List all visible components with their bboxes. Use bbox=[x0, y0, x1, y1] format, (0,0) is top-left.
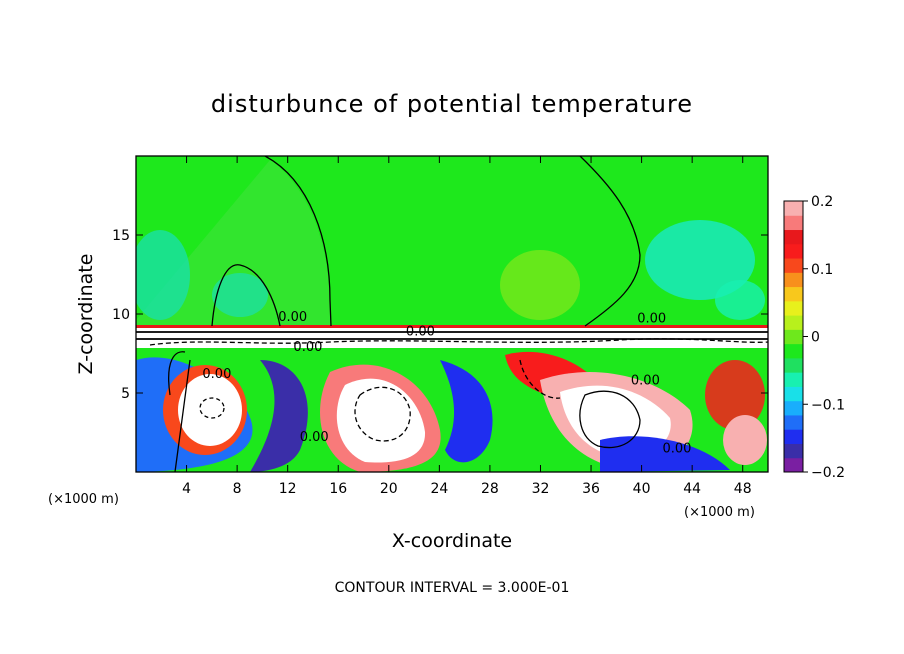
contour-label: 0.00 bbox=[202, 367, 231, 382]
x-axis-unit-right: (×1000 m) bbox=[684, 505, 755, 520]
colorbar-swatch bbox=[784, 315, 803, 330]
upper-field-patch bbox=[212, 273, 268, 317]
contour-interval-note: CONTOUR INTERVAL = 3.000E-01 bbox=[335, 580, 570, 596]
x-tick-label: 48 bbox=[734, 481, 752, 497]
x-axis-unit-left: (×1000 m) bbox=[48, 492, 119, 507]
colorbar-swatch bbox=[784, 215, 803, 231]
colorbar-swatch bbox=[784, 329, 803, 345]
colorbar-swatch bbox=[784, 372, 803, 387]
contour-line bbox=[519, 359, 561, 399]
contour-line bbox=[579, 390, 641, 449]
chart-title: disturbunce of potential temperature bbox=[211, 90, 693, 118]
x-tick-label: 36 bbox=[582, 481, 600, 497]
x-tick-label: 28 bbox=[481, 481, 499, 497]
x-tick-label: 20 bbox=[380, 481, 398, 497]
contour-label: 0.00 bbox=[637, 312, 666, 327]
colorbar-tick-label: −0.1 bbox=[811, 397, 845, 413]
contour-label: 0.00 bbox=[631, 373, 660, 388]
x-tick-label: 44 bbox=[683, 481, 701, 497]
colorbar-tick-label: 0.2 bbox=[811, 194, 833, 210]
lower-field-eddy bbox=[440, 360, 493, 463]
colorbar-swatch bbox=[784, 443, 803, 459]
contour-line bbox=[264, 156, 332, 327]
colorbar-swatch bbox=[784, 400, 803, 416]
colorbar-tick-label: 0 bbox=[811, 330, 820, 346]
x-tick-label: 32 bbox=[532, 481, 550, 497]
colorbar-swatch bbox=[784, 429, 803, 444]
colorbar-swatch bbox=[784, 357, 803, 373]
colorbar: 0.2 0.1 0 −0.1 −0.2 bbox=[783, 194, 845, 481]
colorbar-swatch bbox=[784, 272, 803, 288]
colorbar-swatch bbox=[784, 386, 803, 402]
plot-area bbox=[136, 156, 768, 472]
contour-label: 0.00 bbox=[293, 340, 322, 355]
y-tick-label: 5 bbox=[121, 386, 130, 402]
lower-field-eddy bbox=[600, 436, 730, 472]
lower-field-eddy bbox=[336, 378, 426, 463]
contour-line bbox=[149, 338, 768, 346]
contour-label: 0.00 bbox=[278, 310, 307, 325]
contour-line bbox=[199, 397, 225, 419]
contour-labels: 0.00 0.00 0.00 0.00 0.00 0.00 0.00 0.00 bbox=[202, 310, 691, 456]
y-axis-label: Z-coordinate bbox=[75, 254, 97, 375]
contour-lines bbox=[136, 156, 768, 472]
y-axis-ticks: 5 10 15 bbox=[112, 228, 768, 402]
upper-field-patch bbox=[645, 220, 755, 300]
upper-field-patch bbox=[715, 280, 765, 320]
y-tick-label: 15 bbox=[112, 228, 130, 244]
colorbar-swatch bbox=[784, 300, 803, 316]
colorbar-swatch bbox=[784, 258, 803, 273]
contour-line bbox=[211, 264, 281, 327]
colorbar-tick-label: −0.2 bbox=[811, 465, 845, 481]
contour-label: 0.00 bbox=[300, 430, 329, 445]
upper-field-patch bbox=[500, 250, 580, 320]
x-axis-label: X-coordinate bbox=[392, 530, 512, 552]
x-tick-label: 24 bbox=[430, 481, 448, 497]
x-tick-label: 4 bbox=[182, 481, 191, 497]
contour-line bbox=[168, 351, 191, 472]
x-tick-label: 12 bbox=[279, 481, 297, 497]
contour-line bbox=[579, 156, 641, 327]
colorbar-tick-label: 0.1 bbox=[811, 262, 833, 278]
contour-label: 0.00 bbox=[406, 324, 435, 339]
colorbar-swatch bbox=[784, 229, 803, 245]
inversion-band bbox=[136, 326, 768, 348]
lower-field-eddy bbox=[250, 360, 308, 472]
colorbar-swatch bbox=[784, 343, 803, 359]
colorbar-swatch bbox=[784, 414, 803, 430]
colorbar-swatch bbox=[784, 243, 803, 259]
y-tick-label: 10 bbox=[112, 307, 130, 323]
lower-field-eddy bbox=[723, 415, 767, 465]
inversion-band-edge bbox=[136, 325, 768, 328]
lower-field-eddy bbox=[178, 374, 242, 446]
x-axis-ticks: 4 8 12 16 20 24 28 32 36 40 44 48 bbox=[182, 156, 752, 497]
colorbar-swatch bbox=[784, 457, 803, 473]
x-tick-label: 40 bbox=[633, 481, 651, 497]
colorbar-swatch bbox=[784, 201, 803, 216]
x-tick-label: 16 bbox=[329, 481, 347, 497]
upper-field-patch bbox=[136, 230, 190, 320]
x-tick-label: 8 bbox=[233, 481, 242, 497]
lower-field-eddy bbox=[705, 360, 765, 430]
colorbar-swatch bbox=[784, 286, 803, 302]
contour-label: 0.00 bbox=[663, 441, 692, 456]
